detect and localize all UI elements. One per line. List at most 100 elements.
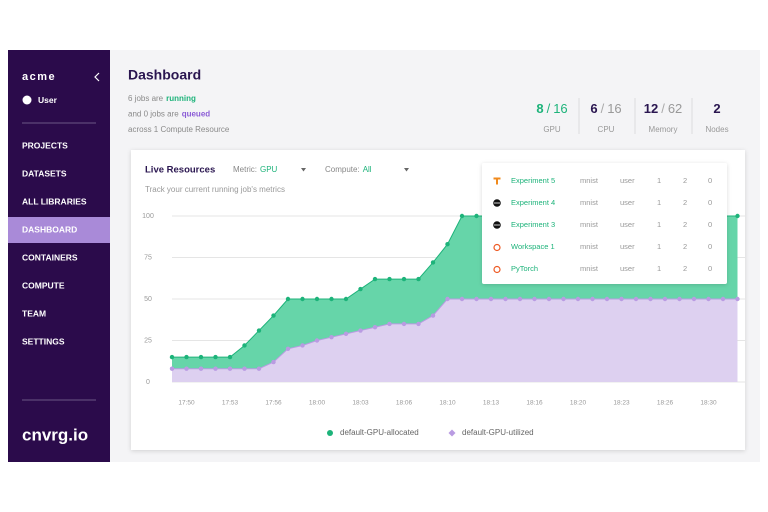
job-name[interactable]: Experiment 3 bbox=[511, 220, 555, 229]
legend-marker bbox=[327, 430, 333, 436]
y-tick-label: 0 bbox=[146, 379, 150, 386]
data-point bbox=[387, 321, 392, 327]
job-cell: 2 bbox=[683, 264, 687, 273]
menu-item[interactable]: PROJECTS bbox=[22, 140, 68, 150]
data-point bbox=[198, 366, 204, 371]
dropdown-arrow[interactable] bbox=[404, 168, 409, 172]
stat-total: 16 bbox=[607, 101, 621, 116]
data-point bbox=[706, 296, 711, 302]
data-point bbox=[633, 296, 639, 302]
data-point bbox=[532, 296, 537, 302]
sidebar-content: acme User PROJECTS DATASETS ALL LIBRARIES DAS… bbox=[8, 71, 110, 444]
job-cell: 0 bbox=[708, 242, 712, 251]
job-cell: 2 bbox=[683, 242, 687, 251]
summary-text: queued bbox=[182, 110, 211, 119]
x-tick-label: 18:03 bbox=[352, 400, 369, 407]
x-tick-label: 18:06 bbox=[396, 400, 413, 407]
data-point bbox=[401, 276, 407, 282]
jobs-popup bbox=[482, 163, 727, 284]
logo: cnvrg.io bbox=[22, 425, 88, 444]
job-cell: mnist bbox=[580, 242, 599, 251]
job-cell: 0 bbox=[708, 176, 712, 185]
job-cell: 1 bbox=[657, 242, 661, 251]
data-point bbox=[604, 296, 610, 302]
job-icon bbox=[493, 265, 501, 274]
y-tick-label: 25 bbox=[144, 337, 152, 344]
menu-item[interactable]: SETTINGS bbox=[22, 336, 65, 346]
data-point bbox=[445, 242, 450, 247]
data-point bbox=[372, 276, 378, 282]
stat-label: Nodes bbox=[705, 125, 728, 134]
data-point bbox=[503, 296, 508, 302]
job-cell: 1 bbox=[657, 264, 661, 273]
job-cell: 2 bbox=[683, 176, 687, 185]
y-tick-label: 100 bbox=[142, 213, 154, 220]
menu-item[interactable]: DASHBOARD bbox=[22, 224, 77, 234]
data-point bbox=[227, 366, 233, 371]
data-point bbox=[648, 296, 653, 302]
data-point bbox=[256, 328, 262, 333]
x-tick-label: 18:26 bbox=[657, 400, 674, 407]
legend-label[interactable]: default-GPU-allocated bbox=[340, 428, 419, 437]
job-name[interactable]: Workspace 1 bbox=[511, 242, 555, 251]
x-tick-label: 18:20 bbox=[570, 400, 587, 407]
compute-select[interactable]: Compute: All bbox=[325, 165, 372, 174]
menu-item[interactable]: DATASETS bbox=[22, 168, 67, 178]
x-tick-label: 18:13 bbox=[483, 400, 500, 407]
job-name[interactable]: Experiment 4 bbox=[511, 198, 555, 207]
collapse-button[interactable] bbox=[94, 72, 100, 82]
stat-value: 8 /16 bbox=[536, 101, 567, 116]
x-tick-label: 18:30 bbox=[700, 400, 717, 407]
job-name[interactable]: PyTorch bbox=[511, 264, 538, 273]
menu-item[interactable]: COMPUTE bbox=[22, 280, 65, 290]
menu-item[interactable]: TEAM bbox=[22, 308, 46, 318]
series-line bbox=[172, 298, 738, 370]
data-point bbox=[227, 354, 233, 360]
data-point bbox=[401, 321, 407, 327]
data-point bbox=[329, 334, 334, 340]
stat-separator: / bbox=[547, 101, 551, 116]
data-point bbox=[735, 296, 740, 302]
data-point bbox=[213, 366, 218, 371]
data-point bbox=[735, 213, 740, 219]
job-cell: 1 bbox=[657, 198, 661, 207]
summary-text: 6 jobs are bbox=[128, 94, 164, 103]
data-point bbox=[677, 296, 682, 302]
job-cell: 0 bbox=[708, 264, 712, 273]
menu-item[interactable]: CONTAINERS bbox=[22, 252, 78, 262]
page-title: Dashboard bbox=[128, 67, 201, 83]
legend-label[interactable]: default-GPU-utilized bbox=[462, 428, 534, 437]
menu-item[interactable]: ALL LIBRARIES bbox=[22, 196, 87, 206]
job-cell: 0 bbox=[708, 198, 712, 207]
data-point bbox=[358, 286, 363, 292]
compute-value: All bbox=[363, 165, 372, 174]
stat-value: 6 /16 bbox=[590, 101, 621, 116]
metric-select[interactable]: Metric: GPU bbox=[233, 165, 278, 174]
job-cell: user bbox=[620, 176, 635, 185]
data-point bbox=[561, 296, 566, 302]
data-point bbox=[387, 276, 392, 282]
data-point bbox=[343, 331, 349, 337]
stat-separator: / bbox=[661, 101, 665, 116]
data-point bbox=[416, 321, 421, 327]
stat-total: 16 bbox=[553, 101, 567, 116]
stat-total: 62 bbox=[668, 101, 682, 116]
legend-marker bbox=[448, 429, 456, 437]
data-point bbox=[474, 296, 479, 302]
x-tick-label: 18:23 bbox=[613, 400, 630, 407]
data-point bbox=[488, 296, 494, 302]
job-cell: user bbox=[620, 220, 635, 229]
dropdown-arrow[interactable] bbox=[301, 168, 306, 172]
data-point bbox=[619, 296, 624, 302]
job-cell: mnist bbox=[580, 220, 599, 229]
data-point bbox=[184, 366, 189, 371]
data-point bbox=[416, 276, 421, 282]
x-tick-label: 18:00 bbox=[309, 400, 326, 407]
job-name[interactable]: Experiment 5 bbox=[511, 176, 555, 185]
data-point bbox=[213, 354, 218, 360]
metric-value: GPU bbox=[260, 165, 278, 174]
x-tick-label: 18:10 bbox=[439, 400, 456, 407]
user-name: User bbox=[38, 95, 58, 105]
summary-line: 6 jobs are running bbox=[128, 94, 196, 103]
